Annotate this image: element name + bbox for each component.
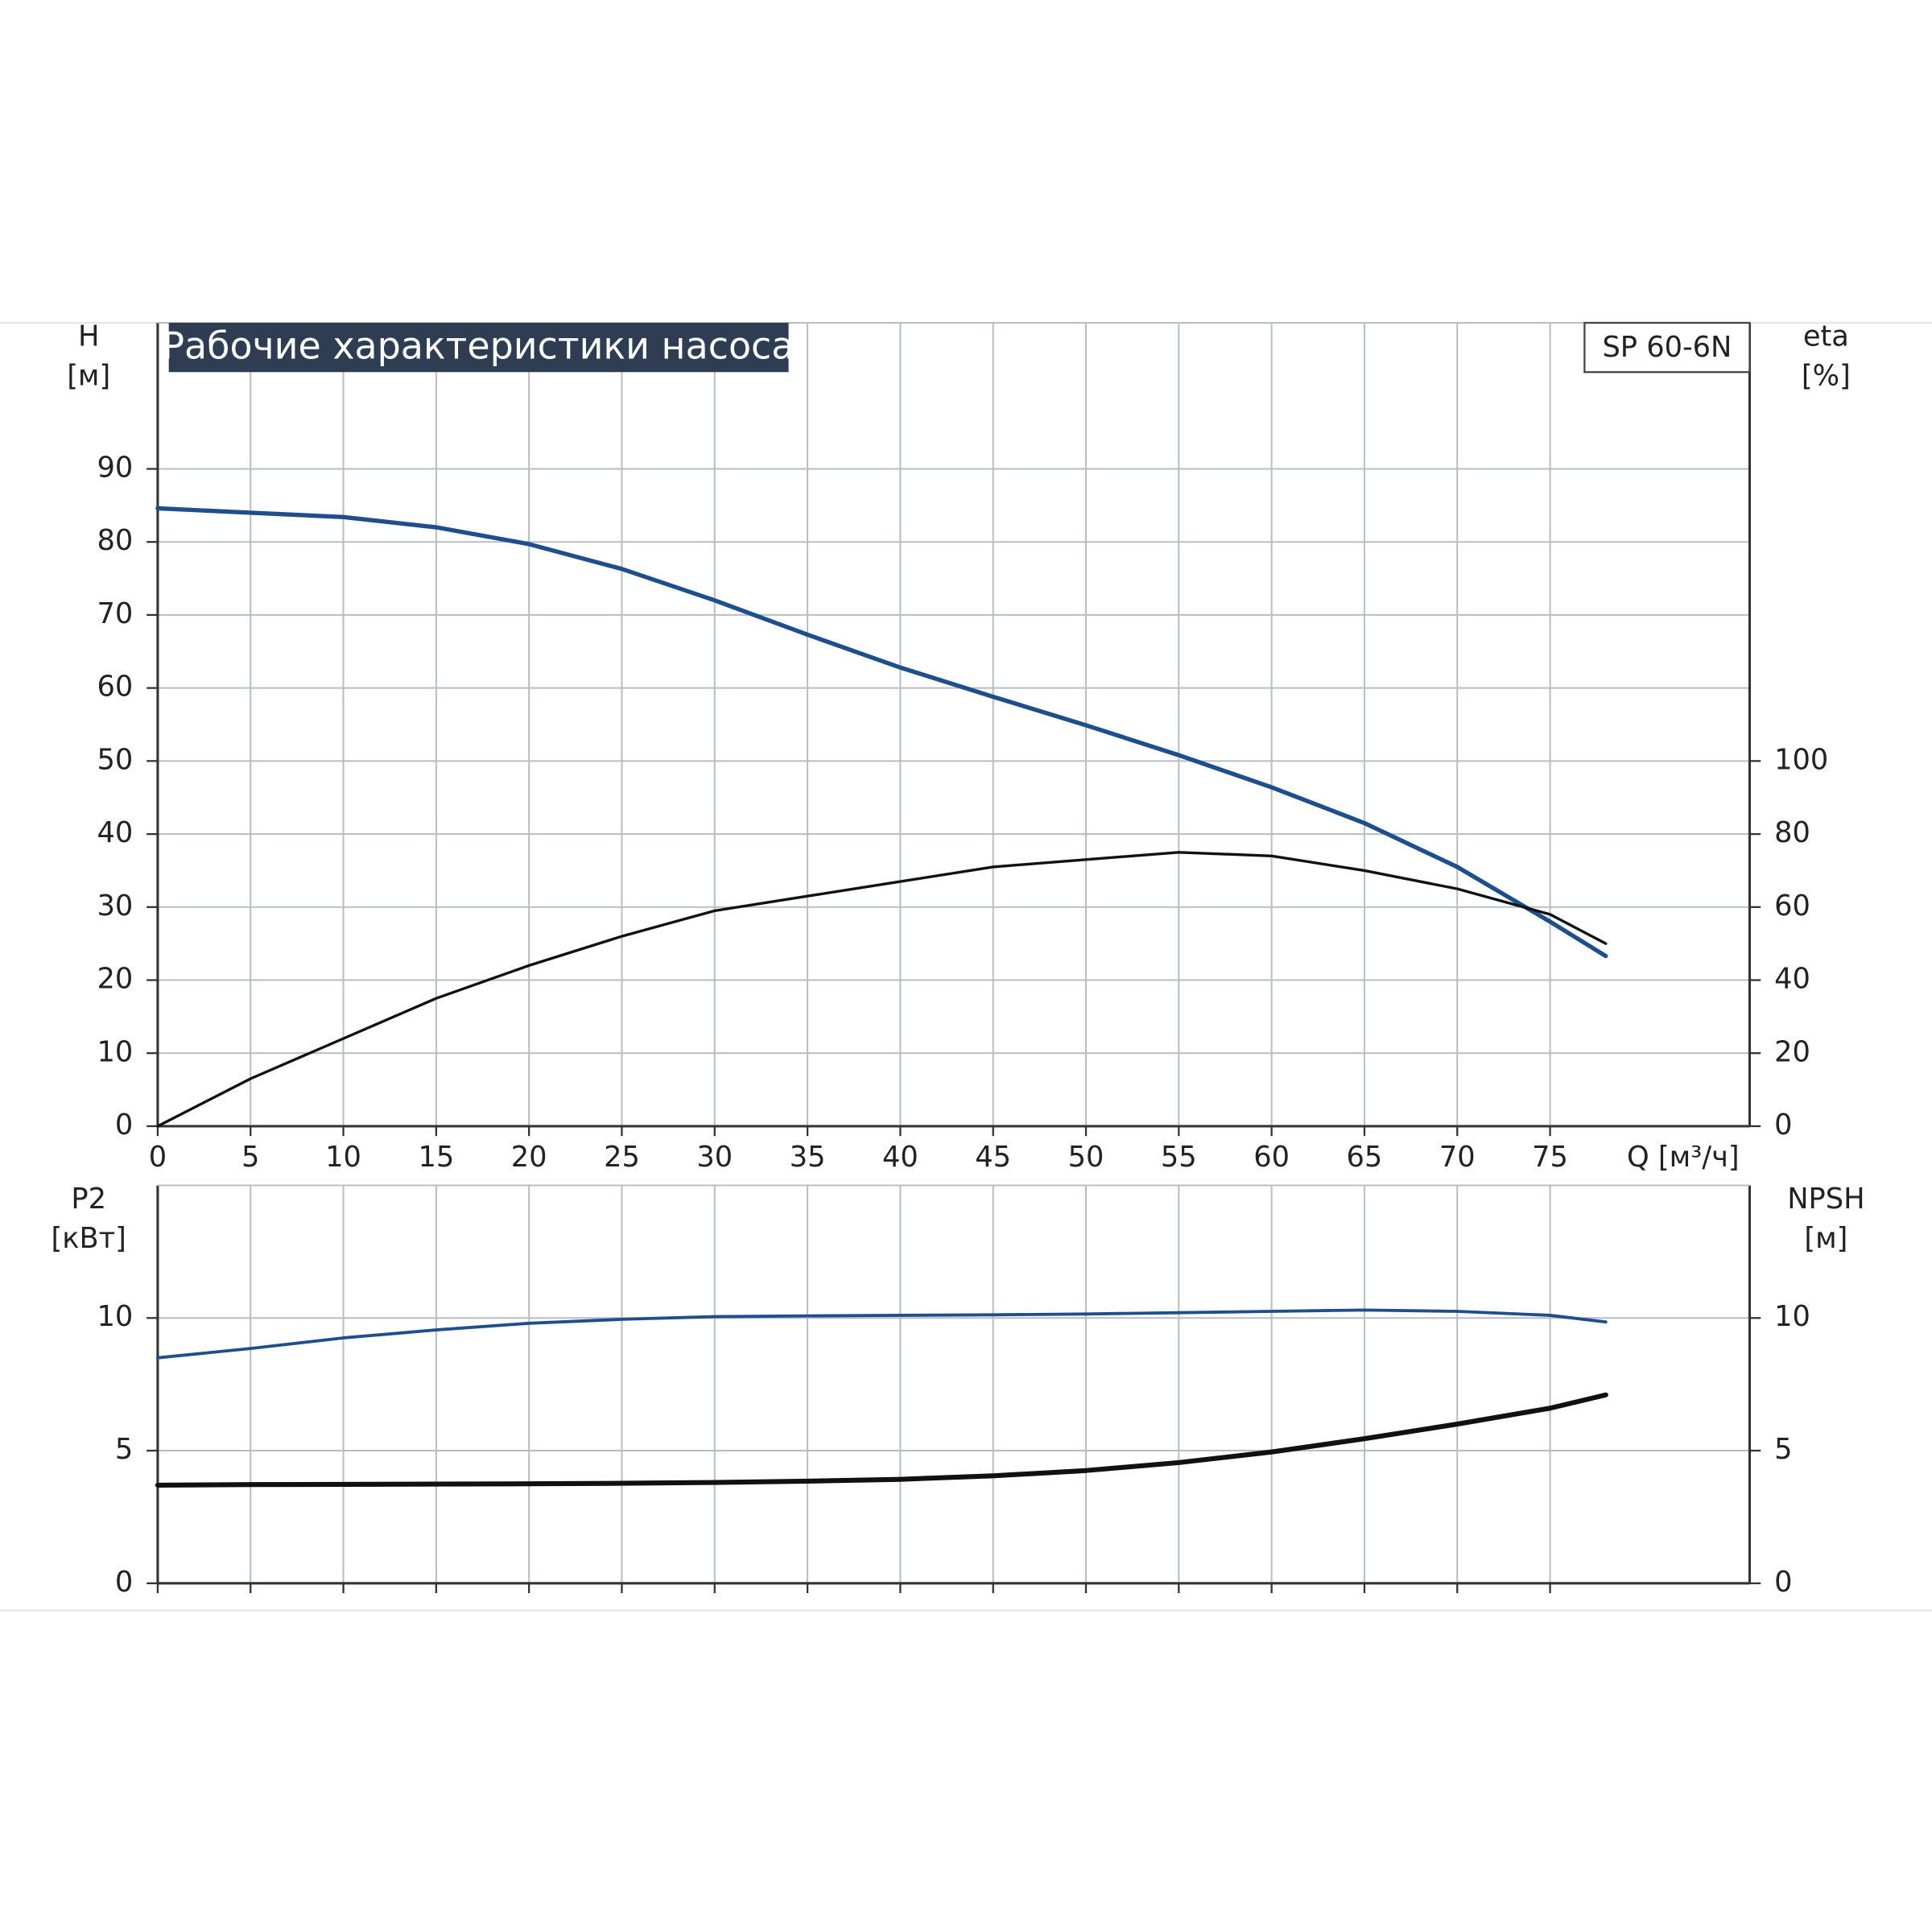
series-line bbox=[155, 1392, 1608, 1488]
x-tick-label: 35 bbox=[790, 1141, 826, 1174]
y-tick-label: 90 bbox=[97, 451, 134, 484]
y-tick-label: 80 bbox=[97, 524, 134, 557]
y2-axis-label: [%] bbox=[1802, 359, 1851, 392]
y-axis-label: [кВт] bbox=[52, 1222, 126, 1255]
x-tick-label: 10 bbox=[325, 1141, 361, 1174]
y2-tick-label: 0 bbox=[1774, 1108, 1792, 1141]
chart-title: Рабочие характеристики насоса bbox=[162, 324, 794, 368]
y-tick-label: 0 bbox=[115, 1108, 133, 1141]
x-tick-label: 65 bbox=[1347, 1141, 1383, 1174]
x-tick-label: 40 bbox=[882, 1141, 919, 1174]
x-tick-label: 75 bbox=[1532, 1141, 1568, 1174]
y-tick-label: 5 bbox=[115, 1433, 133, 1466]
y2-tick-label: 10 bbox=[1774, 1300, 1810, 1333]
y-tick-label: 60 bbox=[97, 671, 134, 704]
x-tick-label: 25 bbox=[604, 1141, 640, 1174]
y-tick-label: 10 bbox=[97, 1300, 134, 1333]
x-tick-label: 0 bbox=[149, 1141, 167, 1174]
y2-axis-label: NPSH bbox=[1787, 1183, 1864, 1216]
y-tick-label: 40 bbox=[97, 816, 134, 849]
x-tick-label: 70 bbox=[1439, 1141, 1476, 1174]
annotation-box bbox=[1583, 321, 1751, 374]
x-tick-label: 60 bbox=[1253, 1141, 1290, 1174]
y-axis-label: H bbox=[78, 320, 99, 353]
y2-tick-label: 40 bbox=[1774, 963, 1810, 996]
x-tick-label: 30 bbox=[696, 1141, 733, 1174]
series-line bbox=[155, 506, 1608, 959]
y2-axis-label: [м] bbox=[1804, 1222, 1847, 1255]
title-box bbox=[168, 323, 789, 373]
y2-axis-label: eta bbox=[1803, 320, 1849, 353]
annotation: SP 60-6N bbox=[1602, 331, 1732, 364]
y-tick-label: 20 bbox=[97, 963, 134, 996]
y-tick-label: 0 bbox=[115, 1566, 133, 1599]
series-line bbox=[156, 851, 1608, 1128]
y2-tick-label: 0 bbox=[1774, 1566, 1792, 1599]
x-axis-label: Q [м³/ч] bbox=[1627, 1141, 1740, 1174]
x-tick-label: 15 bbox=[418, 1141, 454, 1174]
x-tick-label: 5 bbox=[242, 1141, 259, 1174]
y-tick-label: 10 bbox=[97, 1035, 134, 1068]
y2-tick-label: 5 bbox=[1774, 1433, 1792, 1466]
y-tick-label: 30 bbox=[97, 890, 134, 923]
x-tick-label: 45 bbox=[975, 1141, 1011, 1174]
y-axis-label: [м] bbox=[67, 359, 110, 392]
y-axis-label: P2 bbox=[71, 1183, 106, 1216]
x-tick-label: 55 bbox=[1161, 1141, 1197, 1174]
y-tick-label: 50 bbox=[97, 743, 134, 776]
y2-tick-label: 80 bbox=[1774, 816, 1810, 849]
y2-tick-label: 20 bbox=[1774, 1035, 1810, 1068]
y2-tick-label: 60 bbox=[1774, 890, 1810, 923]
y-tick-label: 70 bbox=[97, 597, 134, 630]
y2-tick-label: 100 bbox=[1774, 743, 1828, 776]
x-tick-label: 20 bbox=[511, 1141, 547, 1174]
series-line bbox=[156, 1308, 1608, 1360]
x-tick-label: 50 bbox=[1068, 1141, 1104, 1174]
